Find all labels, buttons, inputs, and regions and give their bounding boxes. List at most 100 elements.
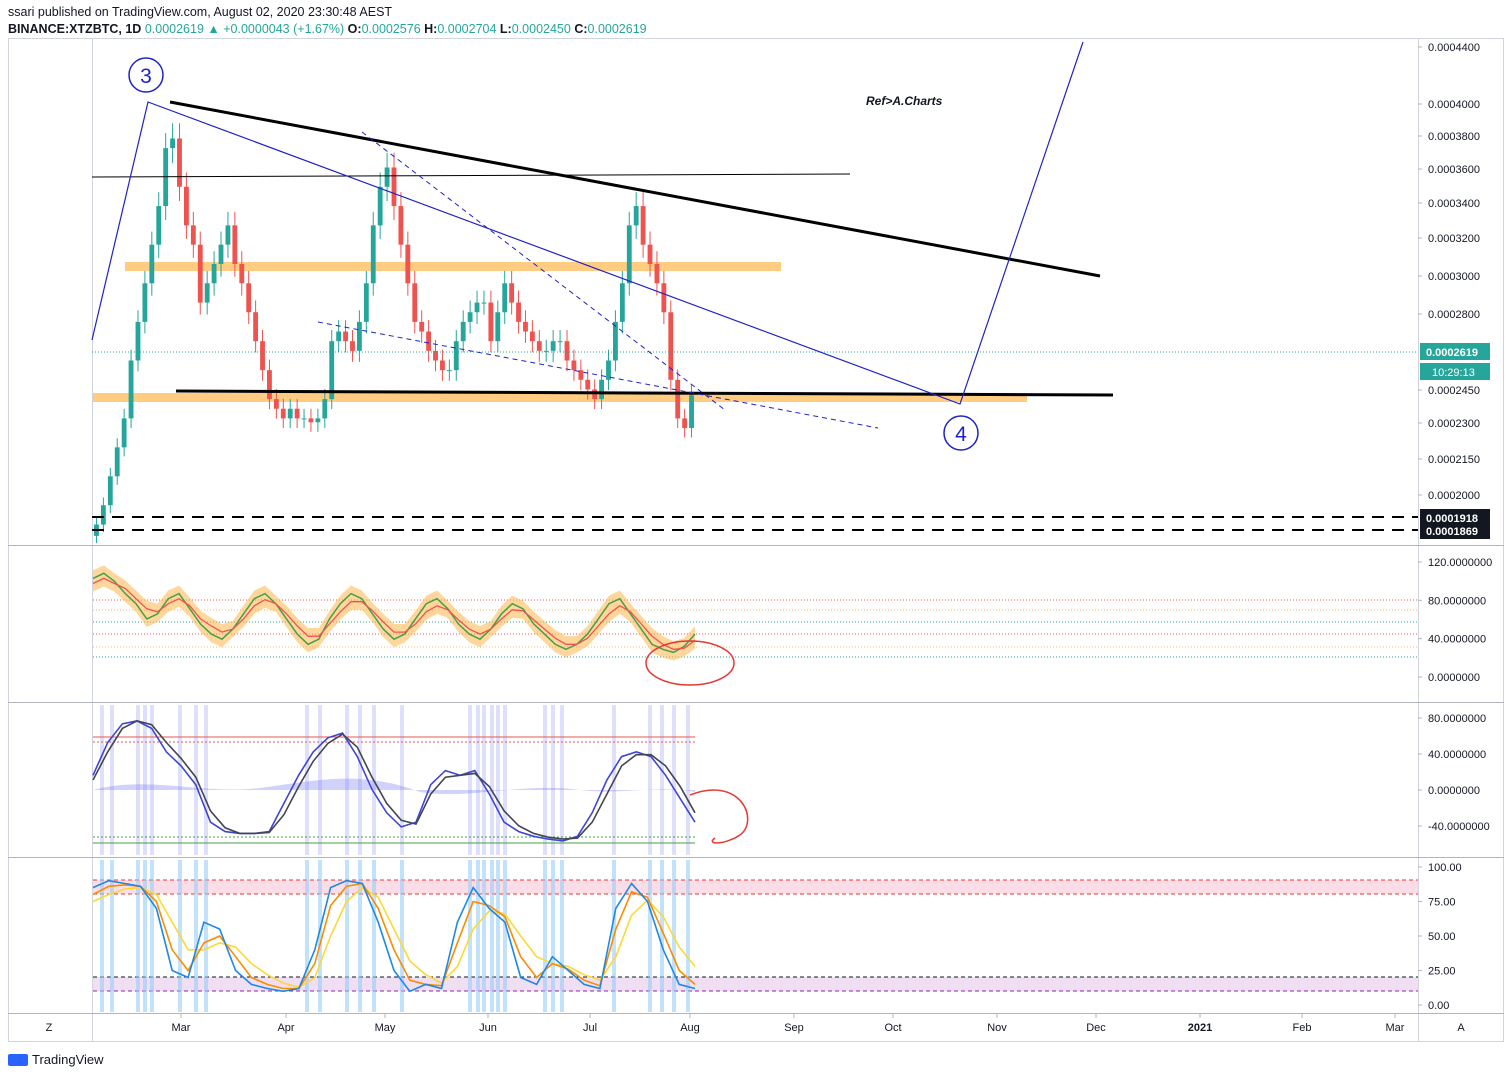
publisher-line: ssari published on TradingView.com, Augu… <box>8 5 393 19</box>
candle-body <box>121 418 127 448</box>
symbol-label[interactable]: BINANCE:XTZBTC, 1D <box>8 22 142 36</box>
stoch-band <box>305 860 309 1012</box>
axis-tick-label: 100.00 <box>1428 862 1462 874</box>
wave-3-marker[interactable]: 3 <box>128 57 164 93</box>
osc2-band <box>178 705 182 855</box>
candle-body <box>322 399 328 419</box>
candle-body <box>460 321 466 342</box>
time-tick-label: Sep <box>784 1022 804 1034</box>
candle-body <box>267 370 272 400</box>
stoch-band <box>503 860 507 1012</box>
price-tick-label: 0.0002150 <box>1428 454 1480 466</box>
candle-body <box>433 350 438 361</box>
osc1-highlight-circle[interactable] <box>645 640 735 686</box>
stoch-band <box>648 860 652 1012</box>
lower-trendline[interactable] <box>175 389 1114 397</box>
price-tick-label: 0.0003400 <box>1428 198 1480 210</box>
candle-body <box>107 476 113 506</box>
candle-body <box>419 321 425 332</box>
osc2-band <box>150 705 154 855</box>
osc1-axis[interactable]: 120.0000000 80.0000000 40.0000000 0.0000000 <box>1418 557 1492 684</box>
osc2-signal-bands <box>100 705 690 855</box>
osc2-band <box>318 705 322 855</box>
time-tick-label: Mar <box>172 1022 191 1034</box>
price-axis[interactable]: 0.0004400 0.0004000 0.0003800 0.0003600 0.00… <box>1418 42 1480 502</box>
candle-body <box>675 379 681 419</box>
time-axis[interactable]: Mar Apr May Jun Jul Aug Sep Oct Nov Dec 2021 Feb Mar <box>172 1013 1405 1034</box>
axis-tick-label: 120.0000000 <box>1428 557 1492 569</box>
candle-body <box>585 379 591 390</box>
candle-body <box>225 225 231 245</box>
stoch-band <box>110 860 114 1012</box>
dashed-channel-lower[interactable] <box>317 321 879 429</box>
candle-body <box>128 360 134 419</box>
zoom-button[interactable]: Z <box>38 1018 60 1036</box>
osc2-slow-line <box>92 720 696 840</box>
candle-body <box>412 283 418 322</box>
osc2-band <box>305 705 309 855</box>
change-value: ▲ +0.0000043 (+1.67%) <box>207 22 345 36</box>
wave-path[interactable] <box>91 41 1084 405</box>
candle-body <box>440 360 445 371</box>
axis-tick-label: 40.0000000 <box>1428 749 1486 761</box>
wave-4-marker[interactable]: 4 <box>943 415 979 451</box>
osc2-band <box>560 705 564 855</box>
dashed-channel-upper[interactable] <box>361 131 726 411</box>
close-value: 0.0002619 <box>144 22 204 36</box>
drawing-lines <box>91 41 1418 531</box>
price-tick-label: 0.0003000 <box>1428 271 1480 283</box>
axis-tick-label: -40.0000000 <box>1428 821 1490 833</box>
candle-body <box>294 408 300 419</box>
candle-body <box>536 341 542 351</box>
stoch-axis[interactable]: 100.00 75.00 50.00 25.00 0.00 <box>1418 862 1462 1012</box>
candlestick-series <box>94 123 694 544</box>
osc2-band <box>543 705 547 855</box>
stoch-band <box>143 860 147 1012</box>
axis-tick-label: 0.0000000 <box>1428 785 1480 797</box>
candle-body <box>177 138 182 187</box>
stoch-band <box>204 860 208 1012</box>
axis-tick-label: 0.00 <box>1428 1000 1449 1012</box>
tradingview-logo[interactable]: TradingView <box>8 1052 104 1067</box>
candle-body <box>578 370 584 380</box>
tradingview-brand: TradingView <box>32 1052 104 1067</box>
candle-body <box>343 331 348 342</box>
axis-tick-label: 50.00 <box>1428 931 1456 943</box>
candle-body <box>183 186 189 226</box>
osc2-band <box>660 705 664 855</box>
candle-body <box>550 341 556 351</box>
candle-body <box>384 167 390 187</box>
candle-body <box>363 283 369 322</box>
osc2-axis[interactable]: 80.0000000 40.0000000 0.0000000 -40.0000000 <box>1418 713 1490 833</box>
candle-body <box>516 302 521 322</box>
auto-scale-button[interactable]: A <box>1450 1018 1472 1036</box>
osc2-band <box>468 705 472 855</box>
upper-trendline[interactable] <box>169 100 1101 278</box>
osc1-fast-line <box>92 572 696 654</box>
price-tick-label: 0.0004400 <box>1428 42 1480 54</box>
ref-annotation[interactable]: Ref>A.Charts <box>866 94 943 108</box>
h-label: H: <box>424 22 438 36</box>
osc2-band <box>490 705 494 855</box>
osc2-band <box>672 705 676 855</box>
candle-body <box>564 341 570 361</box>
oscillator-pane-1 <box>92 565 1418 686</box>
horizontal-line[interactable] <box>91 173 851 178</box>
osc2-highlight-circle[interactable] <box>689 789 749 844</box>
stoch-band <box>372 860 376 1012</box>
time-tick-label: Nov <box>987 1022 1007 1034</box>
stoch-band <box>686 860 690 1012</box>
stoch-oversold-band <box>93 977 1418 991</box>
candle-body <box>682 418 688 429</box>
candle-body <box>626 225 632 284</box>
candle-body <box>232 225 238 264</box>
countdown-value: 10:29:13 <box>1432 367 1475 379</box>
candle-body <box>619 283 625 322</box>
candle-body <box>689 395 694 429</box>
h-value: 0.0002704 <box>437 22 497 36</box>
candle-body <box>377 186 383 226</box>
o-value: 0.0002576 <box>361 22 421 36</box>
osc2-band <box>496 705 500 855</box>
o-label: O: <box>347 22 362 36</box>
